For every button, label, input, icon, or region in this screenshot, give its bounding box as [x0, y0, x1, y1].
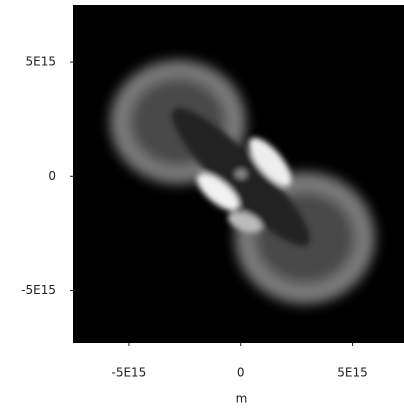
x-tick-label: 0: [237, 366, 245, 380]
emission-core: [172, 108, 310, 246]
x-tick-label: 5E15: [337, 366, 368, 380]
y-tick-label: 5E15: [26, 55, 57, 69]
x-axis-label: m: [236, 392, 248, 406]
y-tick-label: -5E15: [21, 283, 56, 297]
image: [73, 5, 404, 343]
y-tick-label: 0: [48, 169, 56, 183]
x-tick-label: -5E15: [111, 366, 146, 380]
